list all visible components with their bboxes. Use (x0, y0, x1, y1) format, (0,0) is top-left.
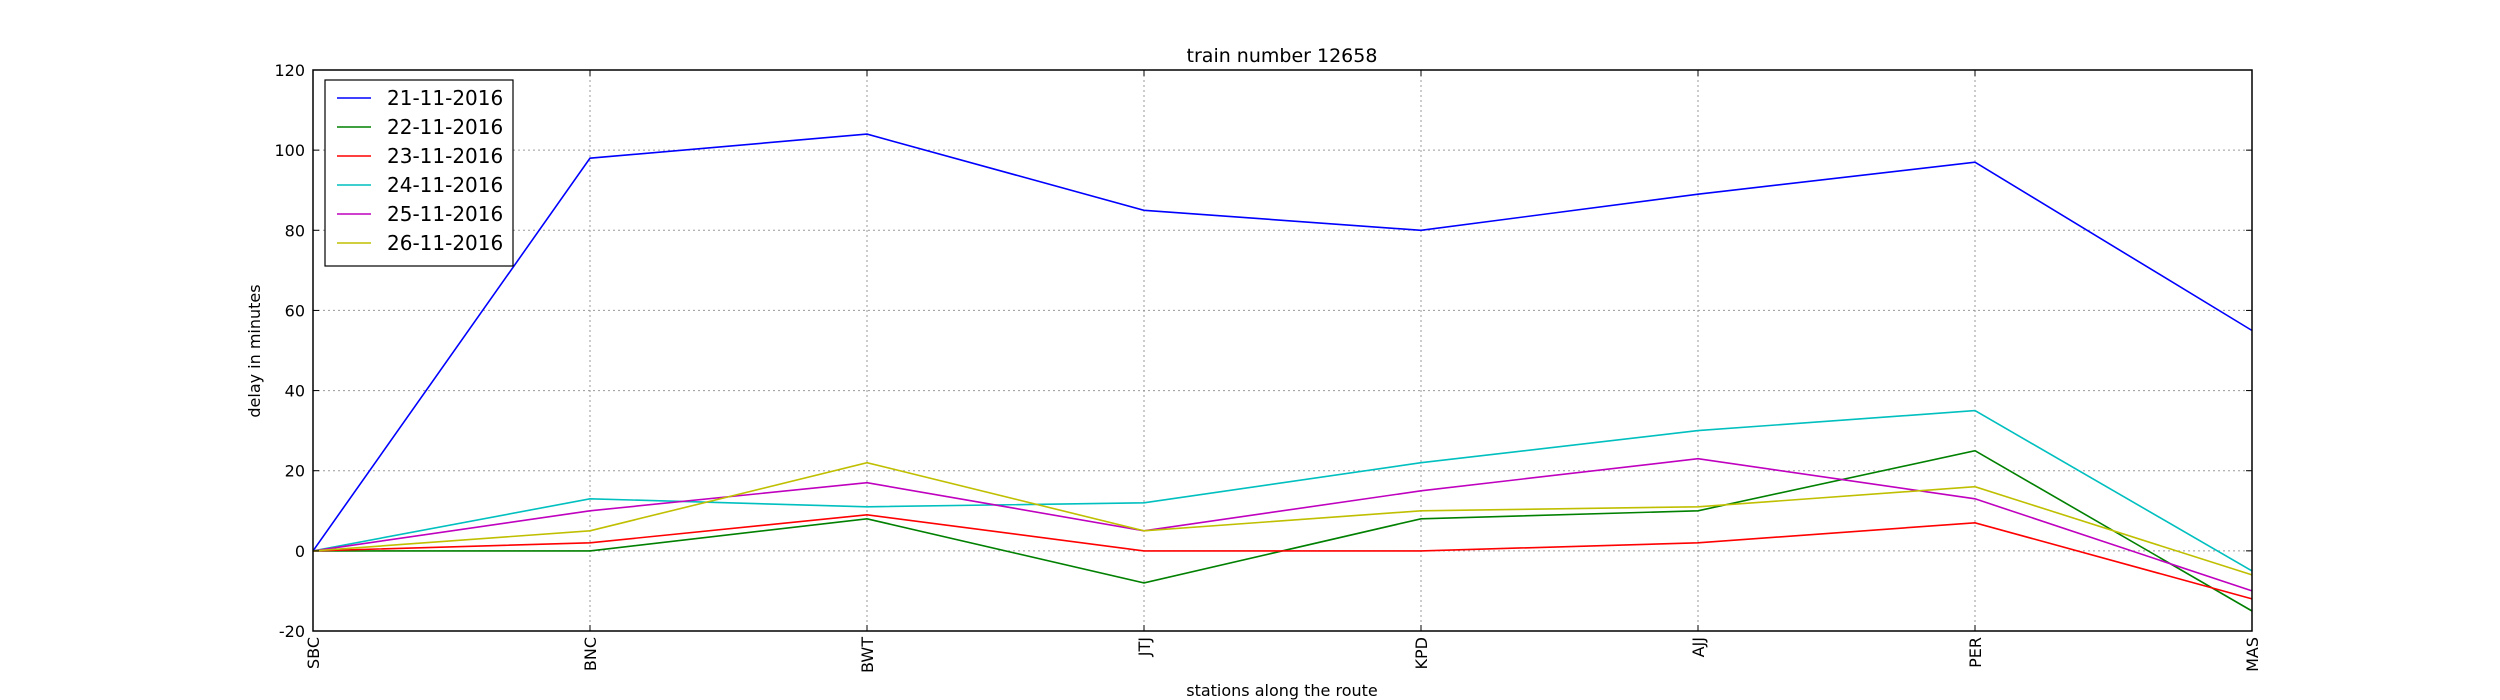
y-tick-label: 60 (285, 301, 305, 320)
legend-label: 25-11-2016 (387, 202, 503, 226)
series-lines (312, 133, 2253, 612)
x-tick-label: BWT (858, 637, 877, 673)
x-tick-label: MAS (2243, 637, 2262, 672)
legend-label: 24-11-2016 (387, 173, 503, 197)
x-tick-label: SBC (304, 637, 323, 669)
y-tick-label: 120 (274, 61, 305, 80)
legend-label: 26-11-2016 (387, 231, 503, 255)
y-tick-label: 80 (285, 221, 305, 240)
y-tick-label: 40 (285, 382, 305, 401)
y-tick-label: 0 (295, 542, 305, 561)
series-line-23-11-2016 (312, 513, 2253, 600)
legend-label: 21-11-2016 (387, 86, 503, 110)
series-line-26-11-2016 (312, 461, 2253, 576)
plot-area-frame (312, 69, 2253, 632)
legend-label: 23-11-2016 (387, 144, 503, 168)
x-tick-label: BNC (581, 637, 600, 671)
grid-lines (313, 70, 2252, 631)
legend: 21-11-2016 22-11-2016 23-11-2016 24-11-2016… (324, 79, 514, 267)
x-tick-label: AJJ (1689, 637, 1708, 657)
x-tick-label: PER (1966, 637, 1985, 668)
x-tick-label: JTJ (1135, 637, 1154, 657)
series-line-21-11-2016 (312, 133, 2253, 552)
chart-title: train number 12658 (1187, 45, 1378, 67)
y-axis-label: delay in minutes (245, 284, 264, 417)
legend-label: 22-11-2016 (387, 115, 503, 139)
series-line-24-11-2016 (312, 409, 2253, 572)
x-tick-label: KPD (1412, 637, 1431, 669)
y-tick-label: 20 (285, 462, 305, 481)
y-tick-label: 100 (274, 141, 305, 160)
series-line-25-11-2016 (312, 457, 2253, 592)
y-tick-label: -20 (279, 622, 305, 641)
x-axis-label: stations along the route (1186, 681, 1378, 700)
legend-box (324, 79, 514, 267)
axis-ticks: -20 0 20 40 60 80 100 120 SBC BNC BWT JTJ KPD AJJ PER M… (274, 61, 2262, 673)
